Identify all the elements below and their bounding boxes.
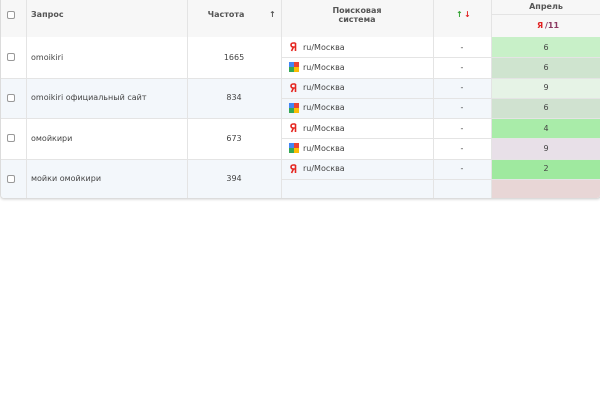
position-cell: 9 [491, 77, 600, 98]
row-checkbox[interactable] [7, 134, 15, 143]
engine-icon-google [289, 62, 299, 73]
region: ru/Москва [303, 83, 345, 93]
sort-arrow[interactable]: ↑ [269, 10, 276, 20]
position-cell: 4 [491, 118, 600, 139]
column-line [187, 0, 188, 198]
region: ru/Москва [303, 62, 345, 72]
row-line [1, 118, 600, 119]
change: - [460, 42, 464, 52]
position-cell [491, 178, 600, 198]
yandex-icon [290, 123, 297, 133]
row-line [1, 77, 600, 79]
subrow-line [281, 138, 600, 140]
region: ru/Москва [303, 103, 345, 113]
region: ru/Москва [303, 42, 345, 52]
engine-icon-google [289, 102, 299, 113]
table: Запрос Частота ↑ Поисковая система ↑ ↓ Апрель Я… [0, 0, 600, 199]
engine-icon-yandex [289, 82, 299, 93]
change: - [460, 143, 464, 153]
row-checkbox[interactable] [7, 93, 15, 102]
frequency: 394 [226, 174, 242, 184]
row-checkbox[interactable] [7, 174, 15, 183]
region: ru/Москва [303, 143, 345, 153]
position-cell: 2 [491, 158, 600, 179]
column-line [433, 0, 434, 198]
change: - [460, 164, 464, 174]
position-cell: 6 [491, 37, 600, 58]
frequency: 673 [226, 133, 242, 143]
engine-code: Я [537, 20, 544, 30]
header-day: /11 [545, 20, 560, 30]
query: мойки омойкири [31, 174, 102, 184]
engine-icon-yandex [289, 42, 299, 52]
header-divider [491, 14, 600, 15]
row-line [1, 158, 600, 160]
engine-icon-yandex [289, 163, 299, 174]
position-cell: 6 [491, 57, 600, 78]
header-bg [1, 0, 600, 37]
yandex-icon [290, 42, 297, 52]
change-down: ↓ [464, 10, 471, 20]
google-icon [289, 102, 299, 113]
column-line [26, 0, 27, 198]
subrow-line [281, 57, 600, 59]
yandex-icon [290, 163, 297, 173]
position-cell: 6 [491, 97, 600, 118]
engine-icon-yandex [289, 123, 299, 133]
column-line [281, 0, 282, 198]
query: omoikiri официальный сайт [31, 93, 147, 103]
frequency: 1665 [223, 52, 245, 62]
select-all-checkbox[interactable] [7, 11, 15, 19]
row-bg [1, 158, 491, 198]
subrow-line [281, 97, 600, 99]
yandex-icon [290, 82, 297, 92]
frequency: 834 [226, 93, 242, 103]
position-cell: 9 [491, 138, 600, 159]
column-line [491, 0, 492, 198]
change: - [460, 123, 464, 133]
region: ru/Москва [303, 123, 345, 133]
header-engine: Поисковая система [332, 6, 382, 24]
change: - [460, 83, 464, 93]
engine-icon-google [289, 143, 299, 154]
query: омойкири [31, 133, 73, 143]
google-icon [289, 143, 299, 154]
row-checkbox[interactable] [7, 53, 15, 62]
region: ru/Москва [303, 164, 345, 174]
change-up: ↑ [456, 10, 463, 20]
query: omoikiri [31, 52, 64, 62]
header-query[interactable]: Запрос [31, 10, 64, 20]
change: - [460, 103, 464, 113]
subrow-line [281, 178, 600, 180]
change: - [460, 62, 464, 72]
google-icon [289, 62, 299, 73]
header-month: Апрель [529, 1, 563, 11]
header-frequency[interactable]: Частота [207, 10, 245, 20]
